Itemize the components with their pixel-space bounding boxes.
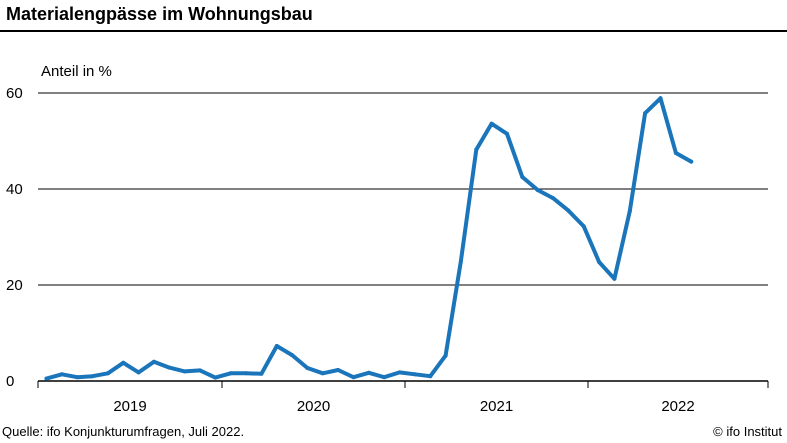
- data-point: [505, 131, 509, 136]
- data-point: [290, 353, 295, 358]
- data-point: [274, 344, 279, 348]
- data-point: [673, 151, 678, 155]
- y-tick-label: 40: [6, 181, 23, 198]
- data-point: [520, 175, 525, 179]
- data-point: [412, 372, 417, 377]
- data-point: [305, 366, 310, 370]
- data-point: [535, 188, 540, 192]
- data-point: [458, 259, 463, 263]
- data-point: [320, 371, 325, 376]
- data-point: [489, 121, 494, 126]
- data-point: [198, 368, 202, 373]
- data-point: [182, 369, 187, 374]
- source-note: Quelle: ifo Konjunkturumfragen, Juli 202…: [2, 424, 245, 439]
- data-point: [658, 96, 663, 101]
- data-point: [689, 159, 694, 164]
- data-point: [627, 209, 632, 214]
- data-point: [244, 371, 248, 376]
- data-point: [213, 375, 218, 380]
- copyright-note: © ifo Institut: [713, 424, 782, 439]
- x-tick-label: 2021: [480, 398, 513, 415]
- y-tick-labels: 0 20 40 60: [6, 85, 23, 390]
- gridlines: [38, 92, 768, 286]
- data-point: [75, 375, 80, 380]
- data-point: [336, 368, 341, 372]
- x-tick-label: 2022: [661, 398, 694, 415]
- data-point: [581, 224, 586, 229]
- data-point: [428, 374, 433, 379]
- data-point: [105, 371, 110, 376]
- y-axis-label: Anteil in %: [41, 63, 112, 80]
- y-tick-label: 20: [6, 277, 23, 294]
- x-tick-label: 2020: [297, 398, 330, 415]
- data-point: [351, 375, 356, 380]
- data-point: [551, 196, 555, 201]
- data-point: [228, 371, 233, 376]
- y-tick-label: 0: [6, 373, 14, 390]
- data-point: [366, 370, 371, 375]
- data-point: [121, 360, 126, 365]
- data-point: [643, 111, 648, 116]
- series-layer: [44, 96, 694, 381]
- data-point: [136, 370, 141, 375]
- data-point: [397, 370, 402, 375]
- data-point: [90, 374, 95, 379]
- title-divider: [0, 30, 787, 32]
- line-chart: 0 20 40 60 2019 2020 2021 2022: [6, 85, 769, 415]
- data-point: [474, 147, 479, 152]
- data-point: [612, 276, 617, 281]
- data-point: [382, 375, 387, 380]
- data-point: [566, 208, 571, 213]
- x-tick-label: 2019: [113, 398, 146, 415]
- y-tick-label: 60: [6, 85, 23, 102]
- x-tick-labels: 2019 2020 2021 2022: [113, 398, 694, 415]
- data-point: [259, 371, 264, 376]
- chart-title: Materialengpässe im Wohnungsbau: [6, 4, 313, 24]
- data-point: [443, 353, 448, 358]
- data-point: [59, 372, 64, 377]
- data-point: [167, 365, 172, 370]
- data-point: [44, 376, 49, 381]
- series-line: [44, 96, 694, 381]
- x-axis: [37, 380, 769, 388]
- data-point: [597, 260, 602, 264]
- data-point: [151, 359, 156, 364]
